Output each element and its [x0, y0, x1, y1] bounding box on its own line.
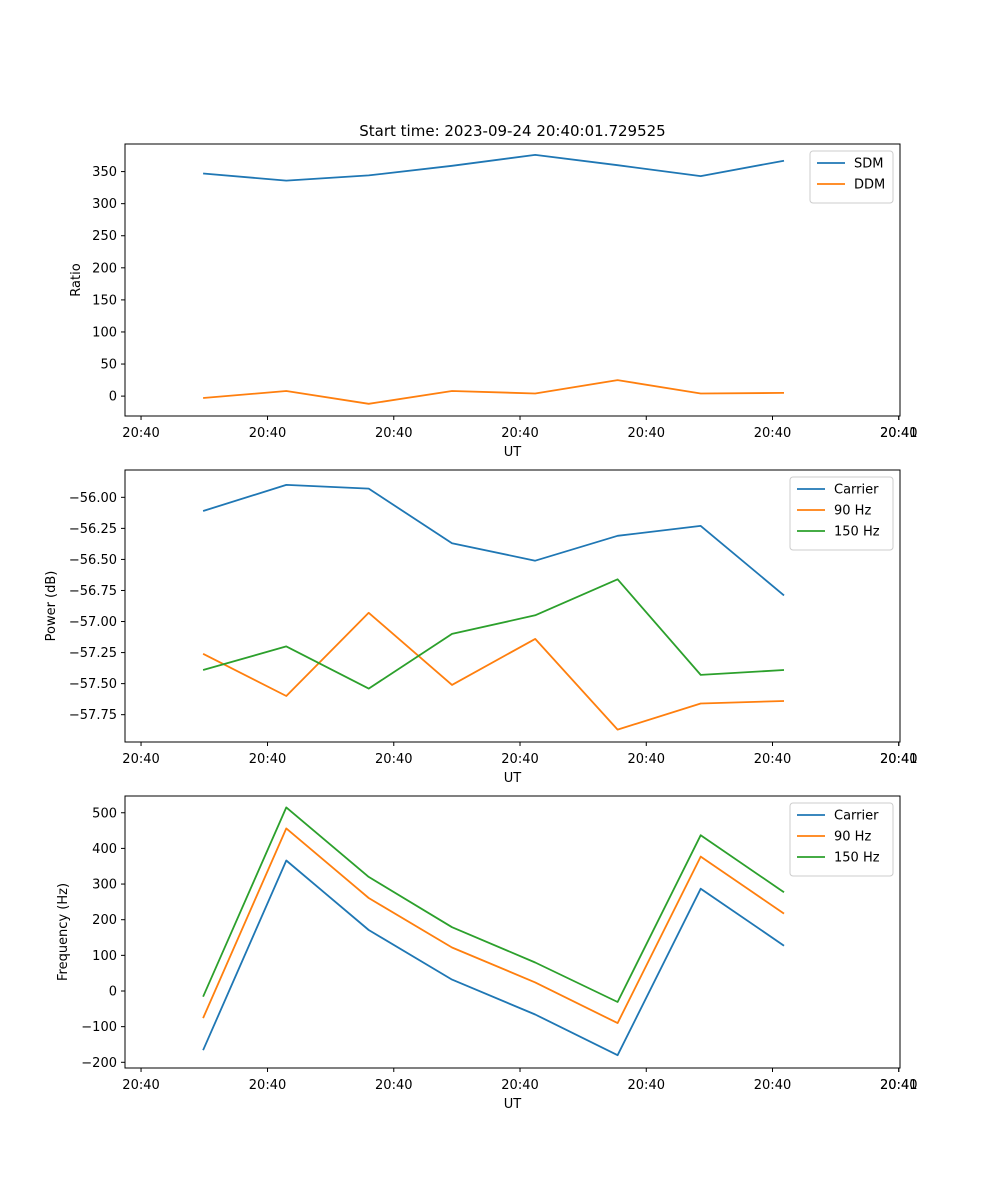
y-tick-label: 400	[92, 842, 117, 857]
y-tick-label: 300	[92, 878, 117, 893]
legend-label: DDM	[854, 178, 885, 193]
legend-label: SDM	[854, 157, 883, 172]
series-line-90-hz	[202, 827, 785, 1024]
x-axis-label: UT	[504, 1097, 522, 1112]
x-tick-label: 20:41	[880, 752, 917, 767]
x-tick-label: 20:40	[375, 426, 412, 441]
y-axis-label: Power (dB)	[44, 571, 59, 642]
x-tick-label: 20:40	[628, 752, 665, 767]
series-line-sdm	[203, 153, 785, 182]
x-tick-label: 20:40	[501, 752, 538, 767]
x-tick-label: 20:40	[754, 1078, 791, 1093]
series-line-150-hz	[202, 806, 785, 1003]
legend-label: Carrier	[834, 483, 879, 498]
x-tick-label: 20:40	[122, 752, 159, 767]
y-tick-label: 350	[92, 165, 117, 180]
y-tick-label: 250	[92, 229, 117, 244]
legend-label: 150 Hz	[834, 525, 880, 540]
y-tick-label: −56.00	[69, 491, 117, 506]
y-tick-label: −57.50	[69, 677, 117, 692]
y-tick-label: 0	[109, 390, 117, 405]
legend-label: 90 Hz	[834, 504, 871, 519]
x-axis-label: UT	[504, 445, 522, 460]
x-tick-label: 20:40	[754, 752, 791, 767]
y-tick-label: 500	[92, 806, 117, 821]
x-tick-label: 20:40	[880, 752, 917, 767]
y-tick-label: 0	[109, 984, 117, 999]
series-line-ddm	[203, 379, 785, 405]
x-tick-label: 20:40	[249, 752, 286, 767]
plot-frame	[124, 469, 901, 743]
x-tick-label: 20:40	[249, 1078, 286, 1093]
y-tick-label: 300	[92, 197, 117, 212]
power-chart: −56.00 −56.25 −56.50 −56.75 −57.00 −57.25 −57.…	[69, 469, 917, 767]
x-tick-label: 20:40	[375, 752, 412, 767]
y-axis-label: Ratio	[69, 263, 84, 296]
y-tick-label: 200	[92, 913, 117, 928]
legend-label: 150 Hz	[834, 851, 880, 866]
y-tick-label: 200	[92, 261, 117, 276]
y-tick-label: −56.75	[69, 584, 117, 599]
y-tick-label: 50	[100, 358, 117, 373]
x-tick-label: 20:40	[501, 426, 538, 441]
y-tick-label: −57.25	[69, 646, 117, 661]
x-tick-label: 20:40	[501, 1078, 538, 1093]
y-tick-label: −56.25	[69, 522, 117, 537]
x-tick-label: 20:40	[375, 1078, 412, 1093]
y-tick-label: −57.00	[69, 615, 117, 630]
y-tick-label: 100	[92, 325, 117, 340]
y-tick-label: 150	[92, 293, 117, 308]
plot-frame	[124, 795, 901, 1069]
x-tick-label: 20:41	[880, 1078, 917, 1093]
series-line-carrier	[202, 859, 785, 1057]
legend-label: Carrier	[834, 809, 879, 824]
x-tick-label: 20:40	[880, 1078, 917, 1093]
y-tick-label: −57.75	[69, 708, 117, 723]
x-tick-label: 20:41	[880, 426, 917, 441]
series-line-90-hz	[202, 611, 785, 731]
x-tick-label: 20:40	[754, 426, 791, 441]
chart-title: Start time: 2023-09-24 20:40:01.729525	[359, 122, 665, 140]
legend-label: 90 Hz	[834, 830, 871, 845]
series-line-carrier	[202, 483, 785, 597]
series-line-150-hz	[202, 578, 785, 690]
x-tick-label: 20:40	[249, 426, 286, 441]
x-tick-label: 20:40	[122, 1078, 159, 1093]
x-tick-label: 20:40	[122, 426, 159, 441]
x-tick-label: 20:40	[880, 426, 917, 441]
y-tick-label: 100	[92, 949, 117, 964]
y-tick-label: −56.50	[69, 553, 117, 568]
x-axis-label: UT	[504, 771, 522, 786]
legend-box	[809, 150, 894, 204]
plot-frame	[124, 143, 901, 417]
y-axis-label: Frequency (Hz)	[56, 883, 71, 981]
y-tick-label: −200	[81, 1056, 117, 1071]
x-tick-label: 20:40	[628, 1078, 665, 1093]
y-tick-label: −100	[81, 1020, 117, 1035]
x-tick-label: 20:40	[628, 426, 665, 441]
